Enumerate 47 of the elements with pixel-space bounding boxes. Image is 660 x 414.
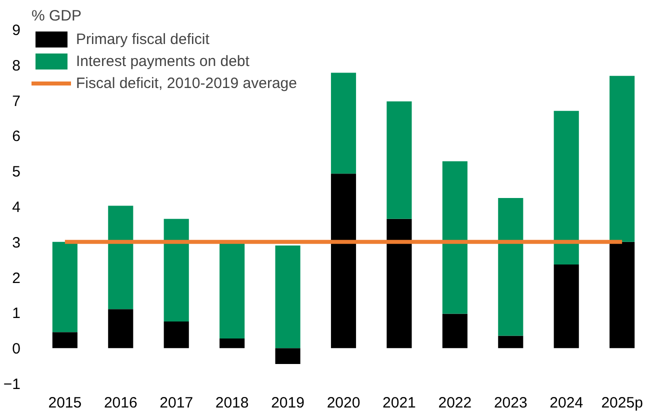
x-tick-label: 2022 <box>438 394 472 412</box>
x-tick-label: 2018 <box>215 394 249 412</box>
bar <box>442 314 468 348</box>
bar <box>275 245 300 348</box>
bar <box>164 322 189 348</box>
y-tick-label: 2 <box>12 270 20 287</box>
x-tick-label: 2015 <box>48 394 82 412</box>
y-tick-label: −1 <box>3 376 21 393</box>
x-tick-label: 2021 <box>382 394 416 412</box>
x-tick-label: 2019 <box>271 394 304 412</box>
x-tick-label: 2020 <box>326 394 360 412</box>
bar <box>442 161 468 314</box>
y-tick-label: 0 <box>12 340 20 358</box>
bar <box>386 218 412 348</box>
bar <box>330 72 356 174</box>
y-tick-label: 7 <box>12 92 20 110</box>
bar <box>164 218 189 322</box>
y-tick-label: 4 <box>12 199 20 216</box>
legend-label: Interest payments on debt <box>76 52 250 70</box>
bar <box>386 101 412 219</box>
bar <box>610 76 635 242</box>
bar <box>220 338 245 348</box>
y-tick-label: 5 <box>12 164 20 181</box>
y-tick-label: 9 <box>12 22 20 39</box>
bar <box>554 110 579 265</box>
y-tick-label: 3 <box>12 234 20 252</box>
x-tick-label: 2016 <box>104 394 138 412</box>
bar <box>52 332 78 348</box>
y-axis-title: % GDP <box>32 8 82 24</box>
x-tick-label: 2025p <box>601 394 643 412</box>
bar <box>498 198 524 336</box>
bar <box>108 309 134 348</box>
bar <box>275 348 300 364</box>
y-tick-label: 6 <box>12 128 20 146</box>
legend-label: Fiscal deficit, 2010-2019 average <box>76 74 297 92</box>
x-tick-label: 2017 <box>160 394 194 412</box>
bar <box>554 264 579 348</box>
x-tick-label: 2023 <box>494 394 528 412</box>
bar <box>330 174 356 348</box>
legend-label: Primary fiscal deficit <box>76 30 210 48</box>
bar <box>108 206 134 310</box>
bar <box>610 242 635 348</box>
x-tick-label: 2024 <box>550 394 584 412</box>
bar <box>52 242 78 332</box>
bar <box>498 336 524 348</box>
y-tick-label: 1 <box>12 305 20 322</box>
y-tick-label: 8 <box>12 57 20 74</box>
